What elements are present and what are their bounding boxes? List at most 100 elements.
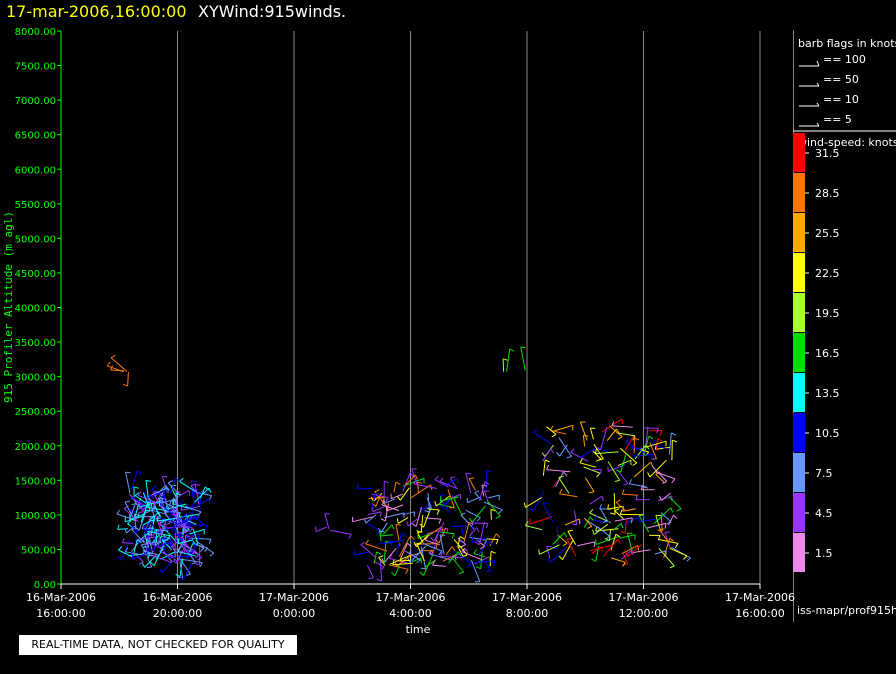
wind-barb-flag: [406, 521, 409, 527]
wind-barb-flag: [620, 523, 624, 529]
wind-barb: [633, 461, 652, 478]
chart-title: XYWind:915winds.: [198, 2, 347, 21]
x-tick-time: 16:00:00: [36, 607, 85, 620]
speed-swatch: [793, 253, 805, 292]
wind-barb-flag: [672, 439, 678, 443]
wind-barb-flag: [380, 518, 386, 522]
wind-barb-flag: [178, 512, 181, 518]
wind-barb: [150, 515, 156, 536]
wind-barb-flag: [353, 550, 356, 556]
wind-barb: [463, 521, 470, 542]
wind-barb-flag: [498, 509, 503, 514]
wind-barb-flag: [625, 551, 628, 557]
wind-barb-flag: [617, 539, 621, 544]
wind-barb: [422, 542, 443, 552]
wind-barb-flag: [424, 535, 429, 541]
wind-barb: [619, 472, 629, 484]
wind-barb: [183, 514, 191, 528]
wind-barb: [489, 551, 492, 567]
wind-barb-flag: [622, 562, 626, 567]
wind-barb-flag: [191, 480, 197, 483]
wind-barb-flag: [461, 547, 466, 552]
wind-barb: [582, 435, 586, 447]
wind-barb-flag: [632, 435, 636, 441]
wind-barb-flag: [485, 523, 489, 529]
wind-barb: [122, 542, 134, 544]
wind-barb: [631, 549, 651, 554]
wind-barb-flag: [532, 429, 538, 433]
wind-barb: [383, 547, 397, 563]
y-tick-label: 3500.00: [15, 338, 56, 349]
wind-barb-flag: [172, 559, 177, 564]
wind-barb-flag: [169, 514, 172, 520]
wind-barb: [656, 438, 658, 451]
wind-barb-flag: [124, 500, 130, 503]
wind-barb-flag: [124, 528, 127, 534]
wind-barb: [660, 512, 672, 523]
wind-barb-flag: [457, 551, 462, 557]
wind-barb-flag: [175, 492, 182, 496]
wind-barb: [136, 535, 151, 544]
barb-legend-title: barb flags in knots: [798, 37, 896, 50]
wind-barb-flag: [375, 492, 381, 497]
wind-barb-flag: [547, 557, 551, 563]
wind-barb: [427, 492, 430, 512]
wind-barb-flag: [158, 512, 162, 517]
wind-barb-flag: [209, 552, 215, 557]
x-tick-date: 17-Mar-2006: [725, 591, 795, 604]
wind-barb: [386, 504, 404, 512]
wind-barb: [130, 470, 138, 492]
wind-barb-flag: [127, 520, 132, 525]
wind-barb: [606, 428, 617, 441]
wind-barb: [133, 539, 138, 554]
wind-barb: [161, 541, 171, 554]
wind-barb: [382, 524, 393, 535]
wind-barb-flag: [589, 516, 594, 521]
y-tick-label: 5000.00: [15, 234, 56, 245]
wind-barb-flag: [374, 489, 380, 493]
wind-barb-flag: [671, 432, 677, 436]
wind-barb: [365, 543, 388, 552]
wind-barb: [558, 477, 570, 494]
x-tick-date: 17-Mar-2006: [376, 591, 446, 604]
wind-barb: [623, 553, 629, 565]
wind-barb-flag: [195, 554, 200, 559]
wind-barb-flag: [601, 496, 604, 502]
wind-barb-flag: [588, 491, 595, 494]
wind-barb: [472, 537, 487, 544]
wind-barb-flag: [166, 535, 171, 541]
wind-barb: [652, 443, 667, 450]
wind-barb-flag: [431, 550, 434, 556]
wind-barb: [457, 536, 461, 548]
wind-barb: [352, 516, 374, 523]
wind-barb-flag: [179, 576, 184, 581]
speed-swatch: [793, 133, 805, 172]
wind-barb: [506, 348, 511, 372]
wind-barb-flag: [430, 536, 435, 542]
wind-barb-flag: [458, 571, 464, 575]
wind-barb-flag: [172, 499, 176, 504]
wind-barb: [398, 517, 409, 524]
wind-barb: [433, 522, 445, 542]
wind-barb: [552, 532, 565, 545]
wind-barb: [110, 357, 128, 372]
barb-legend-flag: [816, 122, 820, 127]
wind-barb: [593, 523, 609, 535]
wind-barb: [555, 471, 564, 488]
wind-barb-flag: [133, 486, 139, 489]
wind-barb: [172, 527, 184, 544]
speed-swatch: [793, 213, 805, 252]
wind-barb-flag: [177, 531, 183, 535]
wind-barb-flag: [664, 523, 667, 529]
wind-barb: [384, 503, 389, 522]
wind-barb: [370, 493, 377, 511]
y-tick-label: 2000.00: [15, 442, 56, 453]
wind-barb: [179, 513, 199, 518]
wind-barb: [177, 551, 197, 557]
wind-barb: [366, 523, 381, 532]
wind-barb-flag: [161, 537, 167, 540]
wind-barb-flag: [177, 547, 181, 552]
wind-barb-flag: [381, 500, 386, 506]
wind-barb-flag: [596, 458, 602, 462]
speed-swatch: [793, 533, 805, 572]
